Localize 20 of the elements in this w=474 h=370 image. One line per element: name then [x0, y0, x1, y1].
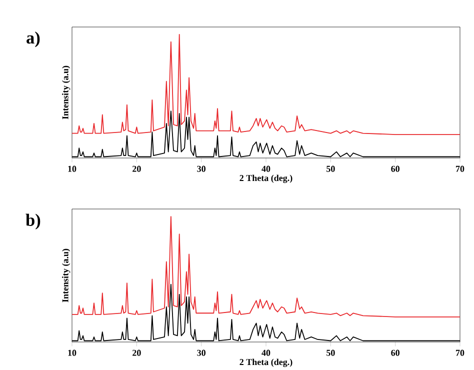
x-tick-label: 40: [262, 350, 270, 356]
x-axis-title: 2 Theta (deg.): [240, 174, 292, 183]
x-tick-label: 60: [391, 350, 400, 356]
x-tick-label: 30: [197, 166, 206, 172]
y-axis-title: Intensity (a.u): [62, 66, 70, 120]
x-tick-label: 50: [326, 350, 335, 356]
x-tick-label: 50: [326, 166, 335, 172]
x-tick-label: 70: [456, 350, 464, 356]
x-tick-label: 10: [68, 166, 76, 172]
x-tick-label: 30: [197, 350, 206, 356]
chart-title: a): [26, 31, 40, 48]
x-tick-label: 60: [391, 166, 400, 172]
chart-title: b): [26, 214, 40, 230]
x-tick-label: 20: [132, 350, 141, 356]
x-axis-title: 2 Theta (deg.): [240, 358, 292, 367]
x-tick-label: 10: [68, 350, 76, 356]
x-tick-label: 70: [456, 166, 464, 172]
y-axis-title: Intensity (a.u): [62, 248, 70, 302]
x-tick-label: 40: [262, 166, 270, 172]
x-tick-label: 20: [132, 166, 141, 172]
